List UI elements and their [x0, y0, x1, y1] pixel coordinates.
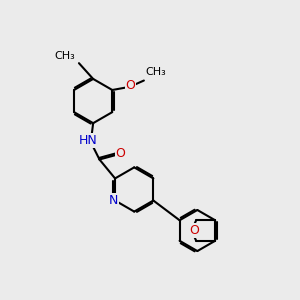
- Text: N: N: [109, 194, 118, 207]
- Text: O: O: [116, 147, 126, 160]
- Text: HN: HN: [79, 134, 98, 147]
- Text: O: O: [125, 79, 135, 92]
- Text: CH₃: CH₃: [54, 51, 75, 61]
- Text: O: O: [190, 224, 200, 237]
- Text: CH₃: CH₃: [146, 68, 166, 77]
